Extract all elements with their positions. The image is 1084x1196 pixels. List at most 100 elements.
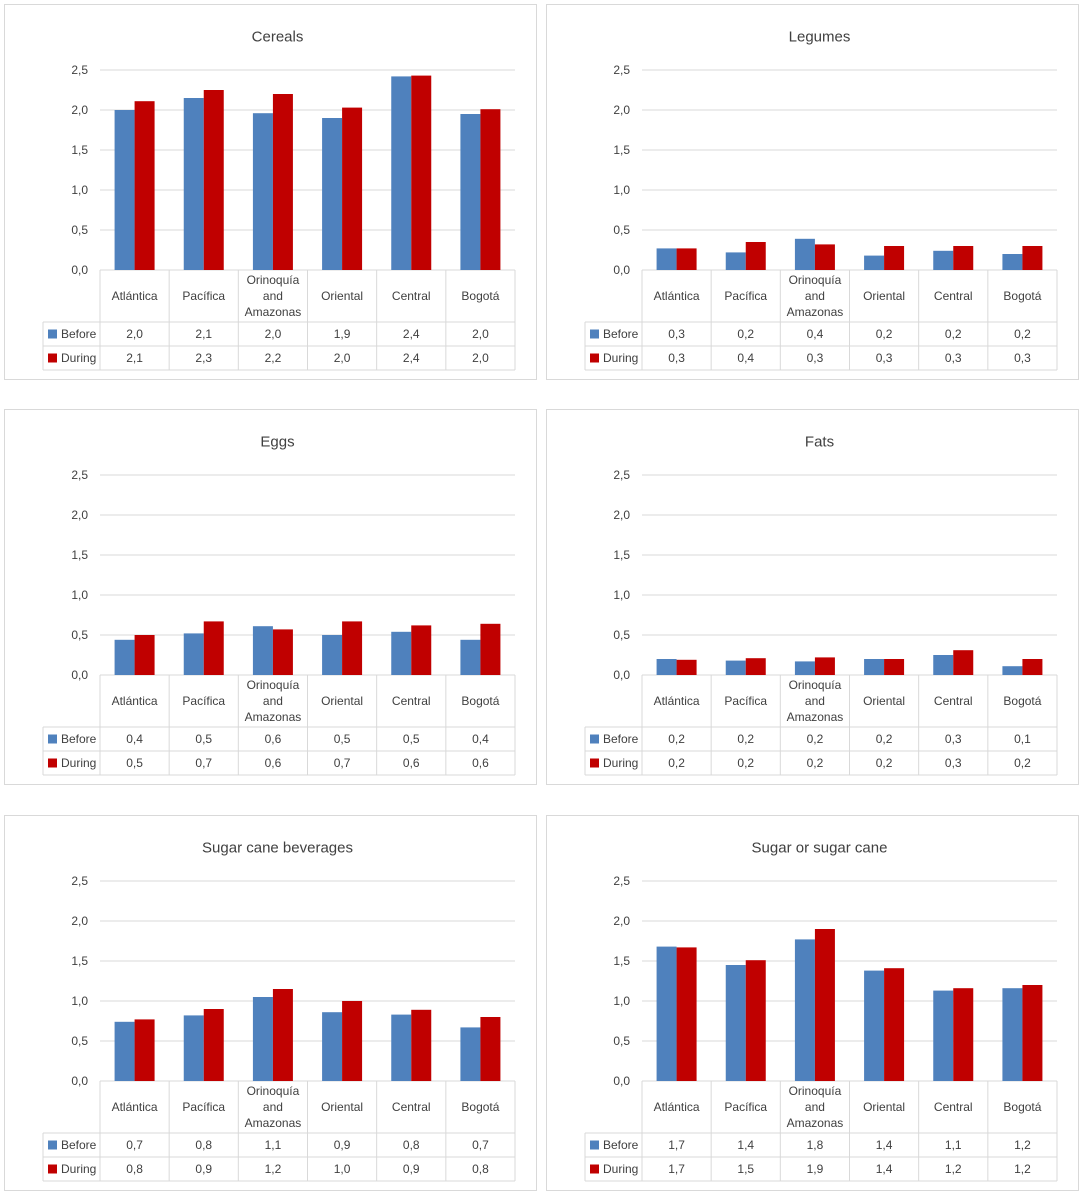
y-tick-label: 1,5	[613, 954, 630, 968]
data-label-before: 2,0	[265, 327, 282, 341]
bar-during-central	[953, 650, 974, 675]
bar-during-orinoquia-and-amazonas	[814, 244, 835, 270]
data-label-during: 0,3	[945, 756, 962, 770]
bar-before-central	[933, 990, 954, 1081]
y-tick-label: 0,5	[613, 628, 630, 642]
data-label-before: 0,7	[472, 1138, 489, 1152]
bar-before-atlantica	[114, 639, 135, 675]
bar-during-orinoquia-and-amazonas	[272, 989, 293, 1081]
bar-before-bogota	[460, 639, 481, 675]
bar-before-bogota	[1002, 254, 1023, 270]
bar-before-oriental	[322, 118, 343, 270]
chart-title: Sugar cane beverages	[202, 840, 353, 857]
data-label-before: 2,0	[472, 327, 489, 341]
category-label: Orinoquía and Amazonas	[787, 273, 844, 319]
data-label-before: 0,2	[807, 732, 824, 746]
y-tick-label: 2,0	[613, 103, 630, 117]
data-label-before: 1,8	[807, 1138, 824, 1152]
bar-during-atlantica	[134, 635, 155, 675]
y-tick-label: 1,0	[71, 994, 88, 1008]
bar-during-atlantica	[134, 1019, 155, 1081]
y-tick-label: 1,5	[71, 954, 88, 968]
y-tick-label: 1,0	[71, 183, 88, 197]
data-label-before: 1,9	[334, 327, 351, 341]
data-label-during: 0,3	[1014, 351, 1031, 365]
bar-during-pacifica	[745, 242, 766, 270]
legend-label-during: During	[61, 351, 96, 365]
chart-panel-sugar-or-sugar-cane: Sugar or sugar cane 0,0 0,5 1,0 1,5 2,0 2,5 Atl…	[546, 815, 1079, 1191]
bar-during-atlantica	[676, 248, 697, 270]
y-tick-label: 0,0	[613, 1074, 630, 1088]
category-label: Orinoquía and Amazonas	[245, 273, 302, 319]
bar-before-atlantica	[114, 1021, 135, 1081]
legend-label-before: Before	[61, 732, 97, 746]
bar-during-orinoquia-and-amazonas	[272, 94, 293, 270]
data-label-before: 0,2	[737, 732, 754, 746]
y-tick-label: 0,5	[71, 1034, 88, 1048]
category-label: Orinoquía and Amazonas	[245, 678, 302, 724]
y-tick-label: 1,5	[71, 548, 88, 562]
bar-during-oriental	[342, 621, 363, 675]
data-label-before: 0,8	[403, 1138, 420, 1152]
data-label-before: 2,0	[126, 327, 143, 341]
data-label-before: 0,5	[195, 732, 212, 746]
bar-during-bogota	[1022, 985, 1043, 1081]
category-label: Orinoquía and Amazonas	[787, 678, 844, 724]
legend-swatch-before	[590, 329, 599, 339]
data-label-during: 2,3	[195, 351, 212, 365]
category-label: Atlántica	[112, 694, 158, 708]
bar-before-orinoquia-and-amazonas	[794, 238, 815, 270]
bar-before-orinoquia-and-amazonas	[252, 997, 273, 1081]
legend-label-before: Before	[61, 1138, 97, 1152]
data-label-before: 0,2	[876, 327, 893, 341]
data-label-before: 0,6	[265, 732, 282, 746]
bar-before-pacifica	[725, 660, 746, 675]
data-label-during: 2,1	[126, 351, 143, 365]
data-label-before: 0,3	[668, 327, 685, 341]
y-tick-label: 0,0	[613, 668, 630, 682]
data-label-during: 0,2	[737, 756, 754, 770]
y-tick-label: 2,5	[71, 468, 88, 482]
legend-label-during: During	[603, 1162, 638, 1176]
data-label-during: 0,2	[1014, 756, 1031, 770]
legend-swatch-during	[590, 758, 599, 768]
chart-panel-cereals: Cereals 0,0 0,5 1,0 1,5 2,0 2,5 Atlántica Pacífi…	[4, 4, 537, 380]
data-label-during: 0,6	[472, 756, 489, 770]
legend-label-before: Before	[603, 732, 639, 746]
chart-panel-fats: Fats 0,0 0,5 1,0 1,5 2,0 2,5 Atlántica Pacífica O…	[546, 409, 1079, 785]
bar-during-central	[953, 246, 974, 270]
bar-before-atlantica	[656, 248, 677, 270]
bar-during-orinoquia-and-amazonas	[272, 629, 293, 675]
bar-during-oriental	[342, 1001, 363, 1081]
category-label: Pacífica	[724, 289, 767, 303]
data-label-before: 1,4	[876, 1138, 893, 1152]
bar-before-pacifica	[183, 633, 204, 675]
data-label-before: 0,4	[807, 327, 824, 341]
category-label: Central	[934, 1100, 973, 1114]
chart-panel-eggs: Eggs 0,0 0,5 1,0 1,5 2,0 2,5 Atlántica Pacífica O…	[4, 409, 537, 785]
data-label-during: 1,9	[807, 1162, 824, 1176]
bar-during-pacifica	[203, 621, 224, 675]
data-label-during: 0,2	[876, 756, 893, 770]
y-tick-label: 2,5	[71, 874, 88, 888]
data-label-during: 0,4	[737, 351, 754, 365]
legend-label-during: During	[603, 351, 638, 365]
bar-during-orinoquia-and-amazonas	[814, 657, 835, 675]
data-label-before: 0,7	[126, 1138, 143, 1152]
y-tick-label: 2,5	[71, 63, 88, 77]
category-label: Orinoquía and Amazonas	[245, 1084, 302, 1130]
y-tick-label: 1,5	[613, 548, 630, 562]
bar-before-atlantica	[656, 659, 677, 675]
y-tick-label: 2,0	[613, 508, 630, 522]
data-label-before: 1,7	[668, 1138, 685, 1152]
data-label-before: 2,4	[403, 327, 420, 341]
y-tick-label: 1,5	[71, 143, 88, 157]
data-label-before: 0,5	[334, 732, 351, 746]
y-tick-label: 0,0	[71, 1074, 88, 1088]
data-label-during: 0,8	[126, 1162, 143, 1176]
category-label: Pacífica	[182, 289, 225, 303]
y-tick-label: 1,0	[613, 994, 630, 1008]
data-label-before: 0,2	[945, 327, 962, 341]
legend-swatch-during	[48, 758, 57, 768]
bar-during-bogota	[1022, 246, 1043, 270]
